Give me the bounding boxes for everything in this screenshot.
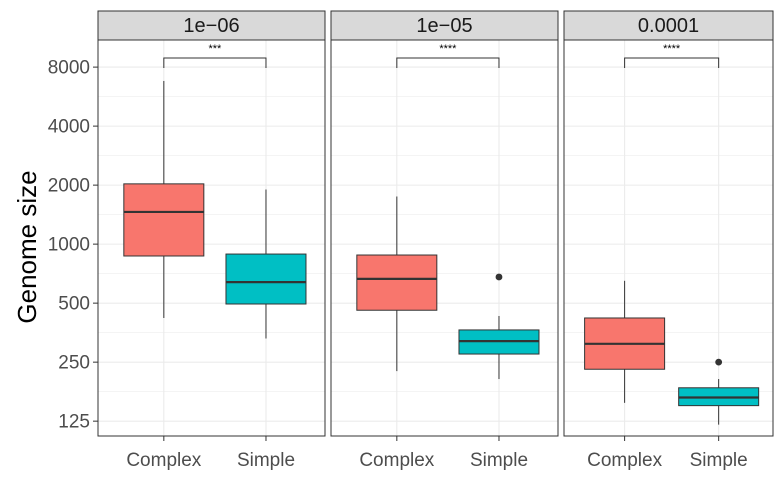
panel-border (97, 39, 326, 437)
panel-border (563, 39, 774, 437)
significance-label: *** (208, 43, 222, 55)
facet-strip (97, 10, 326, 41)
facet-strip-label: 0.0001 (638, 15, 699, 37)
significance-label: **** (663, 43, 681, 55)
x-tick-label: Complex (587, 450, 662, 471)
significance-label: **** (439, 43, 457, 55)
outlier-point (715, 358, 723, 366)
x-tick-label: Simple (690, 450, 748, 471)
interquartile-box (356, 254, 438, 311)
facet-panel: 0.0001 **** Complex Simple (563, 10, 774, 471)
box-simple (225, 189, 307, 339)
y-tick-label: 4000 (48, 117, 90, 138)
x-tick-label: Complex (359, 450, 434, 471)
significance-bracket (624, 57, 720, 68)
y-axis-ticks: 125 250 500 1000 2000 4000 8000 (48, 58, 98, 433)
y-tick-label: 500 (58, 294, 90, 315)
y-tick-label: 250 (58, 353, 90, 374)
facet-strip (330, 10, 559, 41)
panel-background (331, 40, 558, 436)
facet-panel: 1e−06 *** Complex Simple (97, 10, 326, 471)
outlier-point (495, 273, 503, 281)
facet-strip-label: 1e−06 (183, 15, 239, 37)
facet-strip-label: 1e−05 (416, 15, 472, 37)
x-tick-label: Simple (237, 450, 295, 471)
facet-strip (563, 10, 774, 41)
facet-panel: 1e−05 **** Complex Simple (330, 10, 559, 471)
y-axis-label: Genome size (12, 170, 42, 323)
x-tick-label: Complex (126, 450, 201, 471)
box-simple (678, 358, 760, 425)
x-tick-label: Simple (470, 450, 528, 471)
interquartile-box (225, 253, 307, 305)
significance-bracket (163, 57, 267, 68)
panel-border (330, 39, 559, 437)
significance-bracket (396, 57, 500, 68)
y-tick-label: 125 (58, 412, 90, 433)
y-tick-label: 1000 (48, 235, 90, 256)
panel-background (564, 40, 773, 436)
interquartile-box (123, 183, 205, 257)
box-complex (356, 196, 438, 372)
box-simple (458, 273, 540, 380)
y-tick-label: 8000 (48, 58, 90, 79)
box-complex (584, 280, 666, 403)
y-tick-label: 2000 (48, 176, 90, 197)
box-complex (123, 80, 205, 318)
facet-panels: 1e−06 *** Complex Simple 1e−05 **** Complex Sim… (97, 10, 774, 471)
